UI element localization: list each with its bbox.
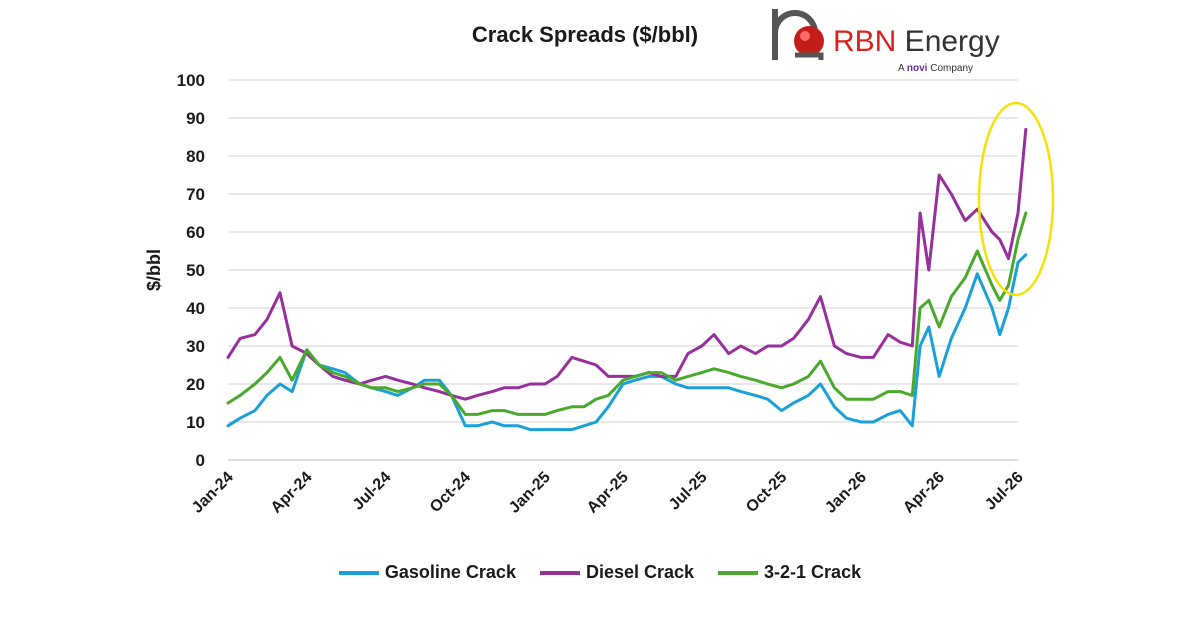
y-tick-label: 30 xyxy=(186,337,205,356)
legend-label: Diesel Crack xyxy=(585,562,695,582)
y-tick-label: 100 xyxy=(177,71,205,90)
y-tick-label: 0 xyxy=(196,451,205,470)
x-tick-label: Jan-26 xyxy=(822,469,870,517)
legend-swatch xyxy=(338,571,379,576)
y-tick-label: 20 xyxy=(186,375,205,394)
logo-tagline: A novi Company xyxy=(898,63,974,74)
y-tick-label: 10 xyxy=(186,413,205,432)
y-axis-label: $/bbl xyxy=(144,249,164,291)
legend-item: Gasoline Crack xyxy=(338,562,516,583)
logo-wordmark: RBN Energy xyxy=(833,25,1000,58)
legend-item: 3-2-1 Crack xyxy=(718,562,861,583)
y-tick-label: 90 xyxy=(186,109,205,128)
y-tick-label: 60 xyxy=(186,223,205,242)
y-tick-label: 50 xyxy=(186,261,205,280)
x-tick-label: Jul-26 xyxy=(982,469,1027,514)
legend-swatch xyxy=(718,571,759,576)
x-tick-label: Jul-24 xyxy=(350,469,395,514)
series-line-2 xyxy=(226,127,1028,401)
x-tick-label: Apr-25 xyxy=(584,469,632,517)
x-tick-label: Oct-25 xyxy=(743,469,790,516)
legend-swatch xyxy=(539,571,580,576)
y-axis-ticks: 0 10 20 30 40 50 60 70 80 90 100 xyxy=(177,71,205,470)
legend: Gasoline Crack Diesel Crack 3-2-1 Crack xyxy=(0,562,1200,583)
highlight-ellipse xyxy=(977,101,1055,297)
series-lines xyxy=(226,127,1028,432)
series-line-1 xyxy=(226,253,1028,432)
x-tick-label: Apr-24 xyxy=(268,469,316,517)
y-tick-label: 40 xyxy=(186,299,205,318)
series-line-3 xyxy=(226,211,1028,416)
y-tick-label: 70 xyxy=(186,185,205,204)
legend-label: Gasoline Crack xyxy=(384,562,516,582)
legend-label: 3-2-1 Crack xyxy=(764,562,862,582)
legend-item: Diesel Crack xyxy=(539,562,695,583)
chart-title: Crack Spreads ($/bbl) xyxy=(471,22,699,47)
x-tick-label: Apr-26 xyxy=(900,469,948,517)
x-tick-label: Oct-24 xyxy=(427,469,474,516)
x-tick-label: Jan-25 xyxy=(506,469,554,517)
y-tick-label: 80 xyxy=(186,147,205,166)
x-tick-label: Jul-25 xyxy=(666,469,711,514)
x-tick-label: Jan-24 xyxy=(189,469,237,517)
rbn-energy-logo: RBN Energy A novi Company xyxy=(765,5,1005,83)
x-axis-ticks: Jan-24 Apr-24 Jul-24 Oct-24 Jan-25 Apr-25 Jul-… xyxy=(189,469,1027,517)
logo-mark-icon xyxy=(772,9,824,60)
gridlines xyxy=(228,79,1018,461)
